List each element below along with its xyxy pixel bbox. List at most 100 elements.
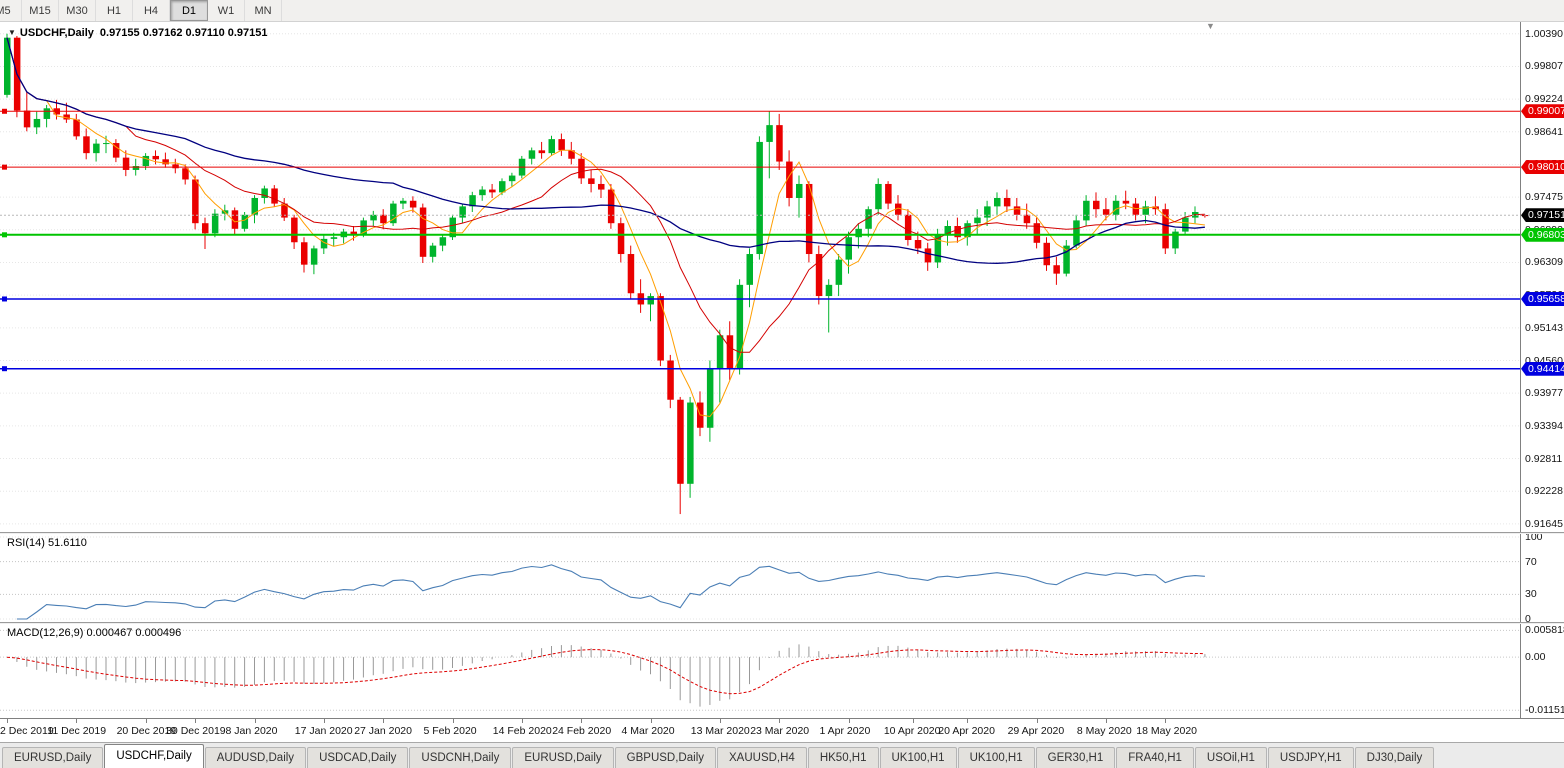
price-tick-label: 0.92811: [1525, 452, 1563, 465]
timeframe-button-mn[interactable]: MN: [245, 0, 282, 21]
timeframe-button-m5[interactable]: M5: [0, 0, 22, 21]
time-axis-label: 2 Dec 2019: [0, 725, 54, 737]
macd-histogram: [16, 644, 1206, 707]
time-tick: [719, 719, 721, 723]
time-axis-label: 13 Mar 2020: [690, 725, 750, 737]
time-tick: [967, 719, 969, 723]
time-tick: [383, 719, 385, 723]
time-tick: [521, 719, 523, 723]
timeframe-button-m30[interactable]: M30: [59, 0, 96, 21]
chart-tab-xauusd-h4[interactable]: XAUUSD,H4: [717, 747, 807, 768]
timeframe-button-m15[interactable]: M15: [22, 0, 59, 21]
macd-axis[interactable]: 0.005818 0.00 -0.011514: [1520, 624, 1564, 718]
macd-indicator-label: MACD(12,26,9) 0.000467 0.000496: [7, 627, 182, 639]
chart-tab-usdjpy-h1[interactable]: USDJPY,H1: [1267, 747, 1354, 768]
rsi-tick-label: 100: [1525, 531, 1543, 543]
time-tick: [779, 719, 781, 723]
macd-signal-line: [6, 649, 1205, 695]
chart-tab-usdchf-daily[interactable]: USDCHF,Daily: [104, 744, 204, 768]
chart-tab-audusd-daily[interactable]: AUDUSD,Daily: [204, 747, 307, 768]
time-axis-label: 17 Jan 2020: [294, 725, 353, 737]
time-axis-label: 10 Apr 2020: [883, 725, 941, 737]
price-axis[interactable]: 1.003900.998070.992240.986410.980580.974…: [1520, 22, 1564, 532]
time-tick: [848, 719, 850, 723]
chart-tab-fra40-h1[interactable]: FRA40,H1: [1116, 747, 1194, 768]
chart-tab-usoil-h1[interactable]: USOil,H1: [1194, 747, 1267, 768]
chart-dropdown-icon[interactable]: ▼: [8, 28, 16, 37]
price-chart[interactable]: [0, 22, 1520, 532]
candles: [4, 33, 1209, 515]
price-tick-label: 0.96309: [1525, 256, 1563, 269]
chart-shift-marker-icon[interactable]: ▼: [1206, 21, 1215, 31]
level-price-tag: 0.99007: [1521, 104, 1564, 119]
macd-tick-label: 0.005818: [1525, 624, 1564, 637]
chart-tab-ger30-h1[interactable]: GER30,H1: [1035, 747, 1116, 768]
time-axis-label: 1 Apr 2020: [819, 725, 871, 737]
horizontal-levels[interactable]: [0, 108, 1520, 372]
time-tick: [650, 719, 652, 723]
price-tick-label: 0.97475: [1525, 191, 1563, 204]
time-tick: [1036, 719, 1038, 723]
chart-tab-gbpusd-daily[interactable]: GBPUSD,Daily: [614, 747, 716, 768]
level-price-tag: 0.96803: [1521, 227, 1564, 242]
macd-panel[interactable]: [0, 624, 1520, 718]
price-tick-label: 0.99807: [1525, 60, 1563, 73]
time-tick: [452, 719, 454, 723]
time-axis-label: 23 Mar 2020: [750, 725, 810, 737]
time-tick: [912, 719, 914, 723]
time-axis-label: 8 May 2020: [1076, 725, 1132, 737]
rsi-panel[interactable]: [0, 534, 1520, 622]
time-axis-label: 4 Mar 2020: [621, 725, 675, 737]
chart-tab-usdcnh-daily[interactable]: USDCNH,Daily: [409, 747, 512, 768]
chart-tab-hk50-h1[interactable]: HK50,H1: [807, 747, 879, 768]
panel-separator[interactable]: [0, 532, 1564, 534]
chart-title: ▼ USDCHF,Daily 0.97155 0.97162 0.97110 0.9…: [8, 27, 268, 39]
rsi-tick-label: 70: [1525, 555, 1537, 568]
rsi-tick-label: 0: [1525, 613, 1531, 625]
chart-tab-uk100-h1[interactable]: UK100,H1: [957, 747, 1035, 768]
panel-separator[interactable]: [0, 622, 1564, 624]
price-tick-label: 0.91645: [1525, 517, 1563, 530]
time-tick: [7, 719, 8, 723]
time-tick: [581, 719, 583, 723]
timeframe-toolbar: M5M15M30H1H4D1W1MN: [0, 0, 1564, 22]
time-axis-label: 29 Apr 2020: [1007, 725, 1065, 737]
rsi-line: [16, 564, 1205, 620]
time-axis-label: 27 Jan 2020: [354, 725, 412, 737]
time-axis-label: 20 Apr 2020: [938, 725, 995, 737]
time-tick: [1165, 719, 1167, 723]
price-tick-label: 0.93977: [1525, 387, 1563, 400]
price-tick-label: 0.92228: [1525, 485, 1563, 498]
time-axis-label: 18 May 2020: [1136, 725, 1198, 737]
time-axis-label: 11 Dec 2019: [47, 725, 107, 737]
chart-tab-dj30-daily[interactable]: DJ30,Daily: [1354, 747, 1435, 768]
time-axis-label: 5 Feb 2020: [423, 725, 477, 737]
rsi-axis[interactable]: 100 70 30 0: [1520, 531, 1564, 625]
level-price-tag: 0.94414: [1521, 361, 1564, 376]
macd-tick-label: 0.00: [1525, 651, 1546, 664]
timeframe-button-d1[interactable]: D1: [170, 0, 208, 21]
timeframe-button-h1[interactable]: H1: [96, 0, 133, 21]
time-tick: [1105, 719, 1107, 723]
ma-line-13: [6, 37, 1205, 353]
time-axis-label: 8 Jan 2020: [225, 725, 278, 737]
time-axis-label: 14 Feb 2020: [492, 725, 552, 737]
chart-tab-usdcad-daily[interactable]: USDCAD,Daily: [307, 747, 409, 768]
timeframe-button-w1[interactable]: W1: [208, 0, 245, 21]
current-price-tag: 0.97151: [1521, 208, 1564, 223]
price-tick-label: 0.95143: [1525, 321, 1563, 334]
time-tick: [145, 719, 147, 723]
chart-tab-eurusd-daily[interactable]: EURUSD,Daily: [2, 747, 104, 768]
macd-tick-label: -0.011514: [1525, 704, 1564, 717]
rsi-indicator-label: RSI(14) 51.6110: [7, 537, 87, 549]
time-axis[interactable]: 2 Dec 2019 11 Dec 2019 20 Dec 2019 30 Dec 2…: [0, 718, 1564, 743]
level-price-tag: 0.95658: [1521, 291, 1564, 306]
time-tick: [254, 719, 256, 723]
ma-line-5: [6, 37, 1205, 418]
time-axis-label: 20 Dec 2019: [116, 725, 177, 737]
chart-tab-uk100-h1[interactable]: UK100,H1: [879, 747, 957, 768]
rsi-tick-label: 30: [1525, 588, 1537, 601]
chart-ohlc-values: 0.97155 0.97162 0.97110 0.97151: [99, 27, 268, 39]
chart-tab-eurusd-daily[interactable]: EURUSD,Daily: [512, 747, 614, 768]
timeframe-button-h4[interactable]: H4: [133, 0, 170, 21]
